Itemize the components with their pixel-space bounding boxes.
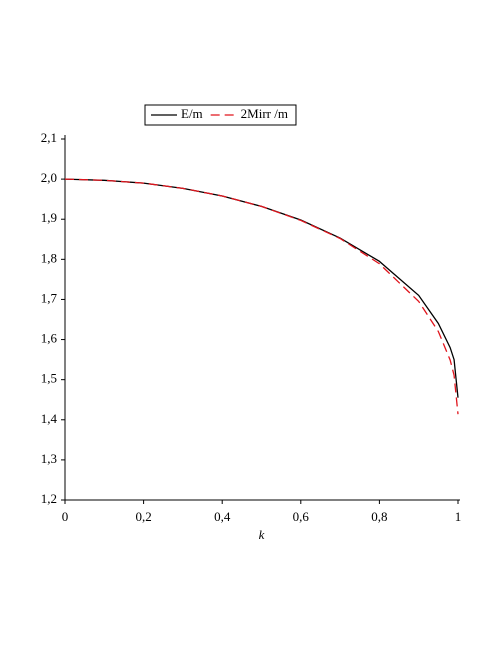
- x-tick-label: 1: [455, 509, 462, 524]
- x-tick-label: 0,8: [371, 509, 387, 524]
- y-tick-label: 1,2: [41, 491, 57, 506]
- y-tick-label: 2,0: [41, 170, 57, 185]
- y-tick-label: 1,9: [41, 210, 57, 225]
- x-tick-label: 0,4: [214, 509, 231, 524]
- legend-label: 2Mirr /m: [241, 106, 288, 121]
- legend-label: E/m: [181, 106, 203, 121]
- legend: E/m 2Mirr /m: [144, 104, 297, 126]
- x-axis-label: k: [259, 527, 265, 542]
- y-tick-label: 1,3: [41, 451, 57, 466]
- x-tick-label: 0,2: [135, 509, 151, 524]
- legend-box: [144, 104, 297, 126]
- y-tick-label: 1,8: [41, 250, 57, 265]
- y-tick-label: 1,5: [41, 371, 57, 386]
- line-series: [64, 178, 459, 415]
- x-tick-label: 0,6: [293, 509, 310, 524]
- line-series: [64, 178, 459, 398]
- y-tick-label: 1,4: [41, 411, 58, 426]
- y-tick-label: 2,1: [41, 130, 57, 145]
- y-tick-label: 1,7: [41, 290, 58, 305]
- x-tick-label: 0: [62, 509, 69, 524]
- y-tick-label: 1,6: [41, 331, 58, 346]
